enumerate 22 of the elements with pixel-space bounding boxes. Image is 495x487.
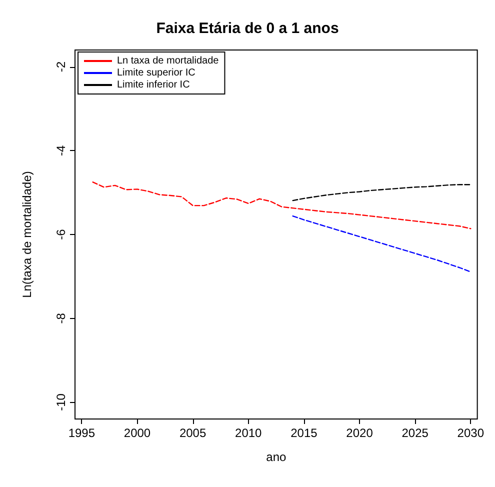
x-tick-label: 2010	[235, 426, 262, 440]
y-tick-label: -2	[54, 61, 68, 72]
x-tick-label: 1995	[68, 426, 96, 440]
x-tick-label: 2030	[457, 426, 484, 440]
x-tick-label: 2005	[179, 426, 206, 440]
x-tick-label: 2015	[290, 426, 318, 440]
legend-label: Ln taxa de mortalidade	[117, 56, 220, 66]
x-tick-label: 2020	[346, 426, 374, 440]
x-axis-title: ano	[266, 450, 286, 464]
line-series	[292, 184, 472, 202]
y-tick-label: -6	[54, 228, 68, 240]
line-series	[292, 215, 472, 272]
x-tick-label: 2000	[124, 426, 151, 440]
chart-title: Faixa Etária de 0 a 1 anos	[156, 20, 339, 37]
y-tick-label: -10	[54, 393, 68, 411]
y-axis-title: Ln(taxa de mortalidade)	[20, 171, 34, 298]
legend-label: Limite superior IC	[117, 68, 196, 78]
y-tick-label: -8	[54, 312, 68, 324]
line-series	[92, 181, 472, 230]
legend-label: Limite inferior IC	[117, 80, 190, 90]
y-tick-label: -4	[54, 144, 68, 156]
x-tick-label: 2025	[402, 426, 429, 440]
